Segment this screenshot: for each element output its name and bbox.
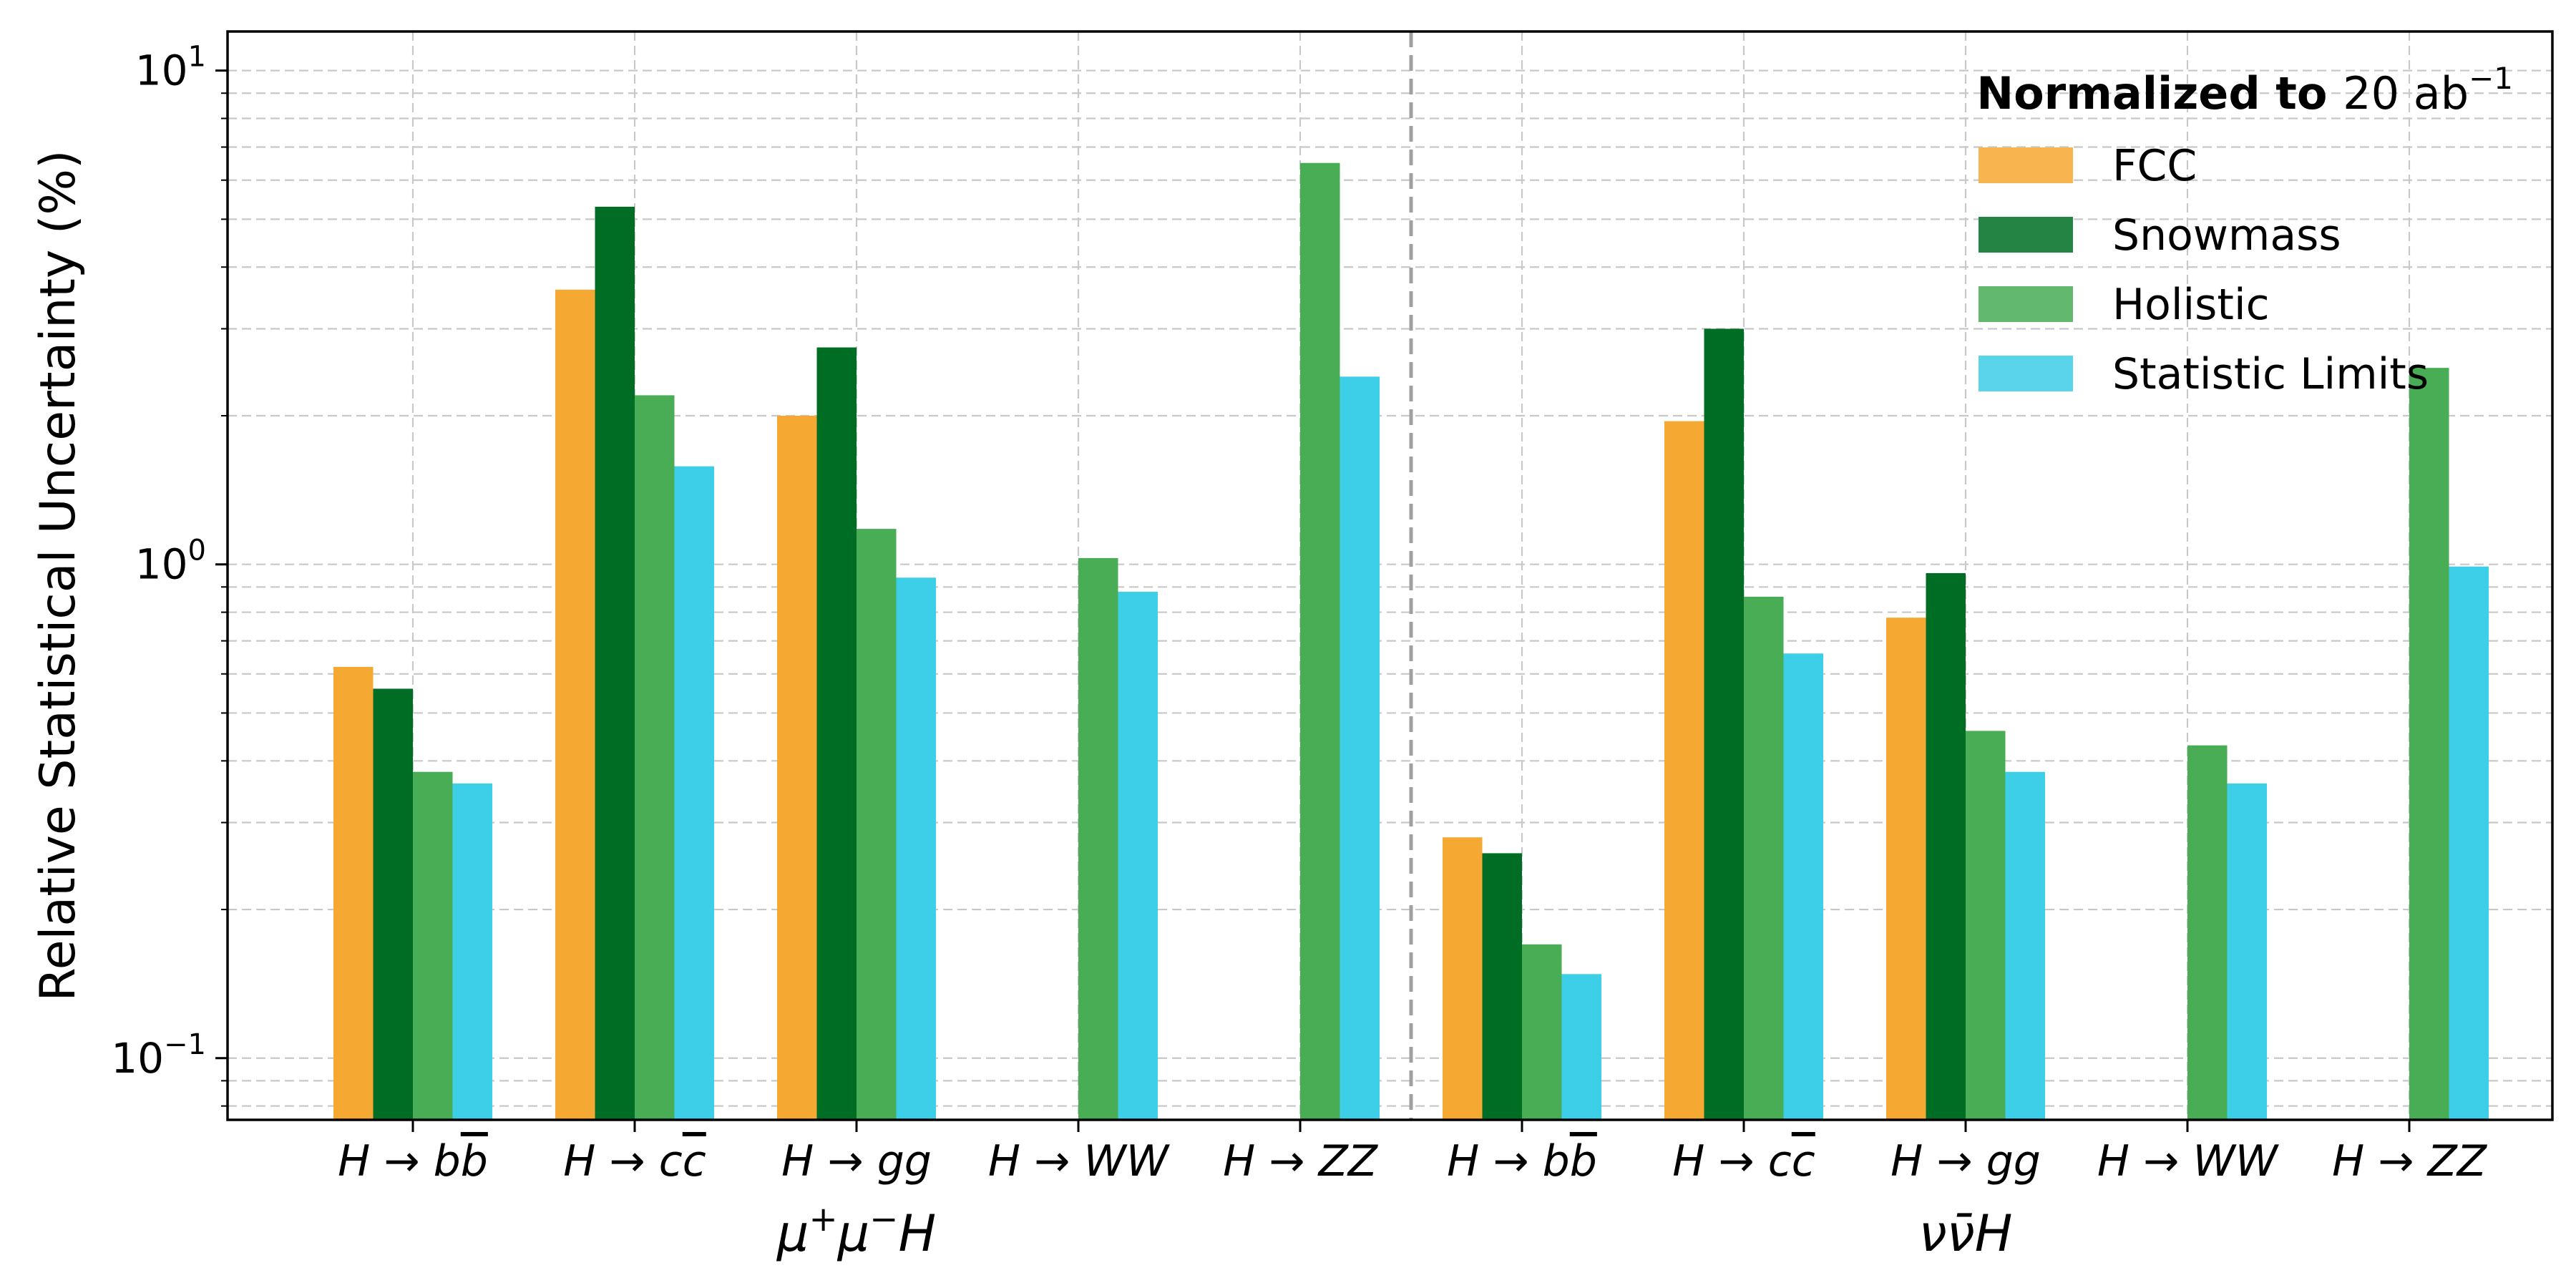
- axes-layer: 10−1 100 101 H → bb H → cc H → gg H → WW H → ZZ…: [111, 41, 2488, 1263]
- x-tick-label: H → WW: [988, 1136, 1171, 1186]
- bar-fcc: [777, 415, 817, 1120]
- x-tick-label: H → bb: [338, 1136, 488, 1186]
- group-label-nunuH: νν̄H: [1919, 1204, 2013, 1263]
- bar-holistic: [635, 395, 675, 1120]
- bar-holistic: [2409, 368, 2449, 1121]
- bar-snowmass: [816, 347, 857, 1120]
- bar-holistic: [1744, 596, 1784, 1120]
- x-tick-label: H → WW: [2097, 1136, 2280, 1186]
- y-tick-label: 10−1: [111, 1028, 206, 1083]
- legend-label-holistic: Holistic: [2112, 280, 2270, 330]
- x-tick-label: H → cc: [1672, 1136, 1815, 1186]
- bar-holistic: [1078, 557, 1118, 1120]
- bar-snowmass: [1482, 853, 1522, 1120]
- bar-snowmass: [373, 688, 413, 1120]
- bar-holistic: [857, 529, 897, 1120]
- legend-label-snowmass: Snowmass: [2112, 210, 2341, 260]
- plot-frame: [226, 30, 2554, 1121]
- bar-holistic: [2187, 745, 2228, 1120]
- y-tick-label: 101: [135, 41, 206, 95]
- legend-swatch-fcc: [1979, 147, 2073, 183]
- x-tick-label: H → bb: [1447, 1136, 1597, 1186]
- x-tick-label: H → ZZ: [1223, 1136, 1379, 1186]
- group-label-mumuH: μ+μ−H: [776, 1199, 936, 1263]
- bar-statistic-limits: [2005, 771, 2045, 1120]
- bar-fcc: [1886, 618, 1926, 1120]
- legend-label-fcc: FCC: [2112, 141, 2197, 191]
- bar-statistic-limits: [2227, 783, 2267, 1120]
- bar-statistic-limits: [2449, 566, 2489, 1120]
- bar-holistic: [1522, 944, 1562, 1120]
- legend-swatch-holistic: [1979, 286, 2073, 322]
- bar-holistic: [1966, 731, 2006, 1120]
- bar-snowmass: [595, 206, 635, 1120]
- legend-label-statistic-limits: Statistic Limits: [2112, 349, 2429, 399]
- bar-statistic-limits: [896, 577, 936, 1120]
- bar-fcc: [555, 289, 595, 1121]
- y-tick-label: 100: [135, 535, 206, 589]
- bar-statistic-limits: [674, 466, 714, 1120]
- legend-swatch-snowmass: [1979, 217, 2073, 253]
- bar-statistic-limits: [1118, 592, 1158, 1120]
- x-tick-label: H → ZZ: [2332, 1136, 2488, 1186]
- bar-fcc: [333, 666, 374, 1120]
- x-tick-label: H → gg: [781, 1136, 932, 1186]
- bar-statistic-limits: [1340, 376, 1380, 1121]
- legend-swatch-statistic-limits: [1979, 356, 2073, 391]
- legend: Normalized to 20 ab−1 FCC Snowmass Holistic…: [1976, 61, 2513, 399]
- bar-fcc: [1664, 421, 1704, 1120]
- bar-snowmass: [1704, 328, 1744, 1120]
- bar-statistic-limits: [1783, 653, 1823, 1120]
- bar-fcc: [1443, 837, 1483, 1120]
- legend-title: Normalized to 20 ab−1: [1976, 61, 2513, 119]
- bar-statistic-limits: [452, 783, 492, 1120]
- bar-snowmass: [1926, 572, 1966, 1120]
- bar-statistic-limits: [1561, 974, 1601, 1120]
- bar-holistic: [413, 771, 453, 1120]
- y-axis-label: Relative Statistical Uncertainty (%): [30, 150, 87, 1002]
- x-tick-label: H → cc: [563, 1136, 706, 1186]
- bar-holistic: [1300, 162, 1340, 1120]
- x-tick-label: H → gg: [1890, 1136, 2041, 1186]
- bars-layer: [333, 162, 2489, 1121]
